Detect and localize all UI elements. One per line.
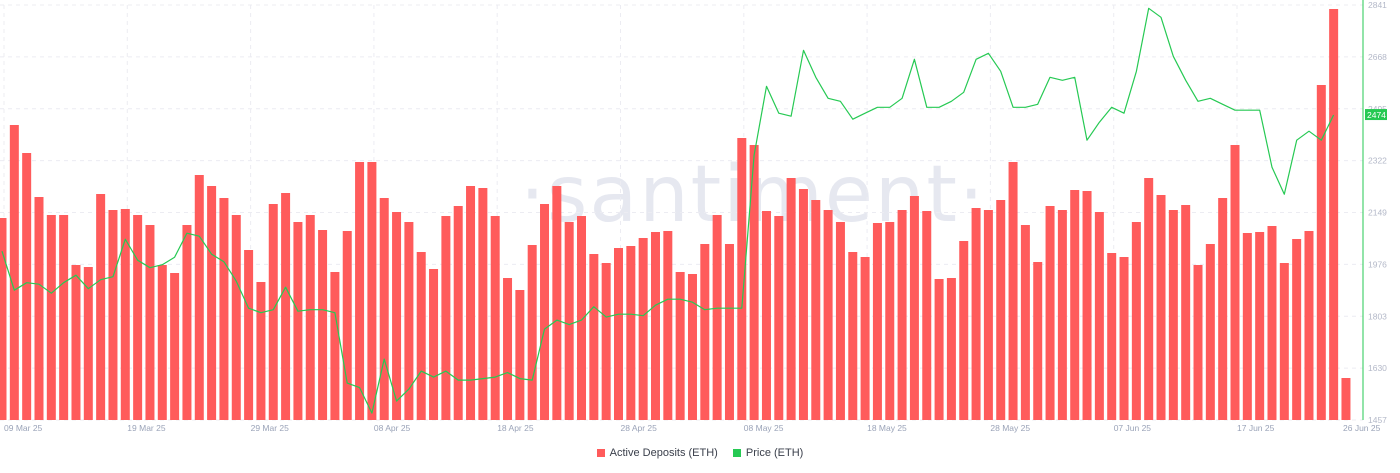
chart-legend: Active Deposits (ETH) Price (ETH)	[0, 447, 1400, 460]
svg-text:2495: 2495	[1368, 104, 1387, 114]
legend-label: Price (ETH)	[745, 447, 804, 459]
svg-text:1976: 1976	[1368, 259, 1387, 269]
svg-text:1803: 1803	[1368, 311, 1387, 321]
svg-text:2322: 2322	[1368, 156, 1387, 166]
svg-text:2668: 2668	[1368, 52, 1387, 62]
legend-item-price[interactable]: Price (ETH)	[732, 447, 804, 459]
current-price-badge: 2474	[1365, 109, 1387, 121]
legend-item-active-deposits[interactable]: Active Deposits (ETH)	[596, 447, 718, 459]
legend-label: Active Deposits (ETH)	[609, 447, 718, 459]
legend-swatch-red	[596, 449, 605, 457]
svg-text:19 Mar 25: 19 Mar 25	[127, 423, 166, 433]
svg-text:08 May 25: 08 May 25	[744, 423, 784, 433]
svg-text:09 Mar 25: 09 Mar 25	[4, 423, 43, 433]
svg-text:2149: 2149	[1368, 208, 1387, 218]
active-deposits-bars	[0, 9, 1351, 420]
legend-swatch-green	[732, 449, 741, 457]
svg-text:26 Jun 25: 26 Jun 25	[1343, 423, 1381, 433]
svg-text:18 May 25: 18 May 25	[867, 423, 907, 433]
svg-text:28 May 25: 28 May 25	[990, 423, 1030, 433]
svg-text:2474: 2474	[1367, 110, 1386, 120]
x-axis: 09 Mar 25 19 Mar 25 29 Mar 25 08 Apr 25 18 A…	[4, 423, 1381, 433]
svg-text:2841: 2841	[1368, 0, 1387, 10]
svg-text:1457: 1457	[1368, 415, 1387, 425]
svg-text:29 Mar 25: 29 Mar 25	[251, 423, 290, 433]
svg-text:17 Jun 25: 17 Jun 25	[1237, 423, 1275, 433]
right-y-axis: 2841 2668 2495 2322 2149 1976 1803 1630 1457	[1362, 0, 1387, 425]
svg-text:28 Apr 25: 28 Apr 25	[621, 423, 658, 433]
price-line	[1, 7, 1335, 414]
svg-text:07 Jun 25: 07 Jun 25	[1114, 423, 1152, 433]
svg-text:1630: 1630	[1368, 363, 1387, 373]
svg-text:18 Apr 25: 18 Apr 25	[497, 423, 534, 433]
svg-text:08 Apr 25: 08 Apr 25	[374, 423, 411, 433]
